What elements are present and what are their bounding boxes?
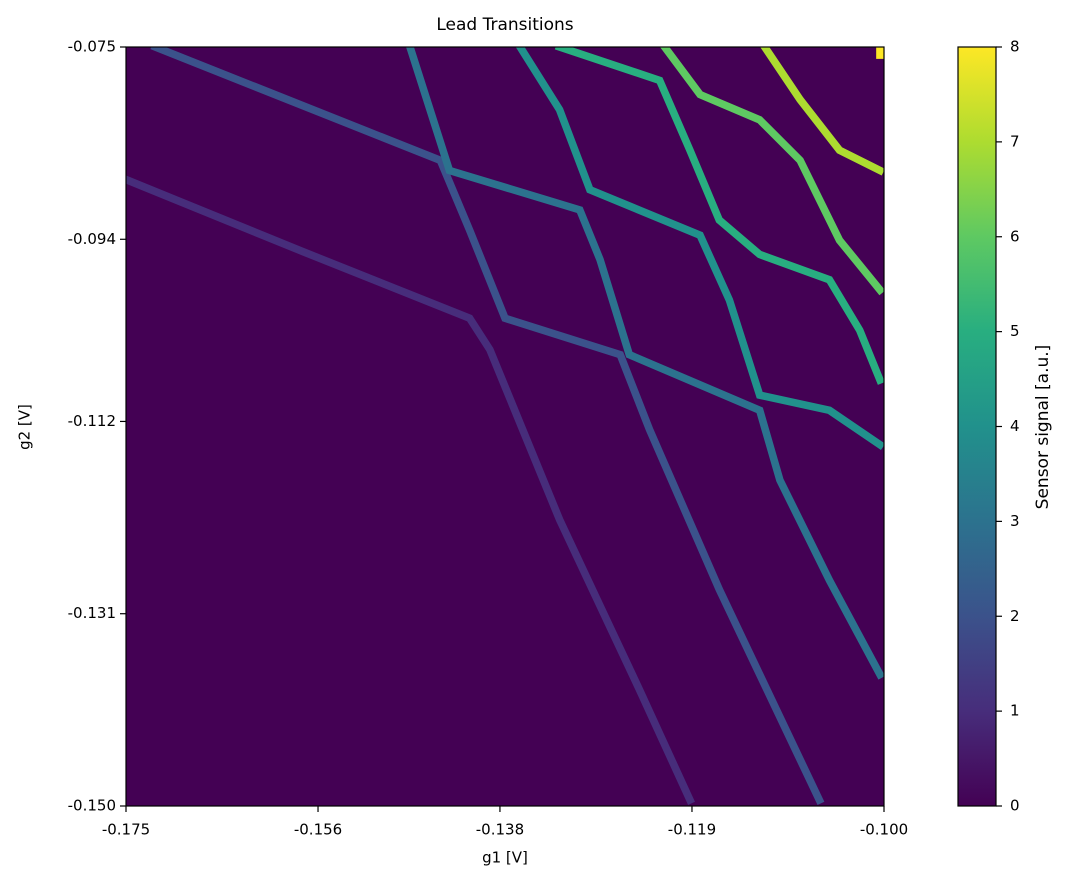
colorbar-tick-label: 6 <box>1010 227 1020 245</box>
heatmap-background <box>126 47 884 806</box>
colorbar-tick-label: 0 <box>1010 797 1020 815</box>
plot-frame <box>125 46 885 807</box>
transition-line <box>760 47 884 176</box>
x-tick-label: -0.138 <box>476 821 524 839</box>
colorbar-tick-label: 4 <box>1010 417 1020 435</box>
transition-line <box>126 175 695 805</box>
x-tick-label: -0.119 <box>668 821 716 839</box>
y-axis-label: g2 [V] <box>16 404 34 450</box>
x-tick-label: -0.100 <box>860 821 908 839</box>
colorbar-tick-label: 8 <box>1010 38 1020 56</box>
transition-line <box>406 47 884 680</box>
x-tick-label: -0.175 <box>102 821 150 839</box>
colorbar-tick-label: 5 <box>1010 322 1020 340</box>
x-axis-label: g1 [V] <box>482 849 528 867</box>
colorbar-tick-label: 1 <box>1010 702 1020 720</box>
plot-area <box>126 47 884 806</box>
colorbar <box>957 46 997 807</box>
y-tick-label: -0.075 <box>68 38 116 56</box>
transition-line <box>150 47 825 805</box>
y-tick-label: -0.150 <box>68 797 116 815</box>
transition-line <box>515 47 884 450</box>
colorbar-tick-label: 2 <box>1010 607 1020 625</box>
x-tick-label: -0.156 <box>294 821 342 839</box>
transition-line <box>554 47 884 385</box>
colorbar-tick-label: 3 <box>1010 512 1020 530</box>
y-tick-label: -0.094 <box>68 230 116 248</box>
y-tick-label: -0.131 <box>68 604 116 622</box>
chart-title: Lead Transitions <box>436 15 573 35</box>
y-tick-label: -0.112 <box>68 412 116 430</box>
colorbar-tick-label: 7 <box>1010 132 1020 150</box>
transition-line <box>659 47 884 296</box>
colorbar-label: Sensor signal [a.u.] <box>1033 345 1053 510</box>
